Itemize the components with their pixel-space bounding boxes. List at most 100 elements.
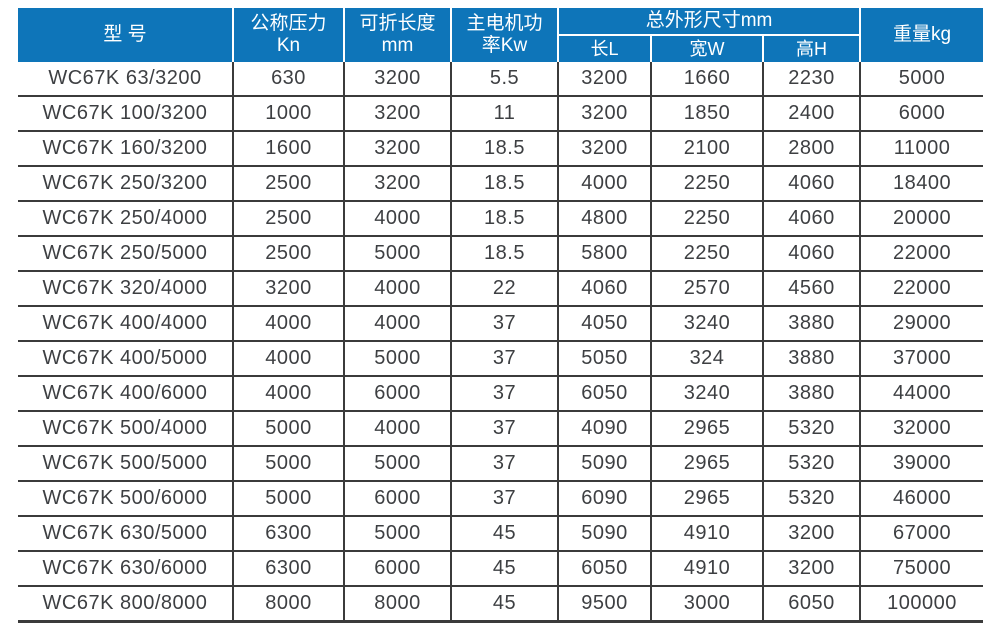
cell-pressure: 6300 bbox=[232, 550, 345, 587]
cell-fold-length: 3200 bbox=[343, 95, 452, 132]
cell-pressure: 8000 bbox=[232, 585, 345, 623]
cell-motor-power: 45 bbox=[450, 585, 559, 623]
cell-motor-power: 18.5 bbox=[450, 200, 559, 237]
cell-width: 2570 bbox=[650, 270, 764, 307]
cell-model: WC67K 500/5000 bbox=[18, 445, 234, 482]
cell-weight: 39000 bbox=[859, 445, 984, 482]
col-header-fold-length: 可折长度 mm bbox=[343, 8, 452, 62]
cell-weight: 18400 bbox=[859, 165, 984, 202]
cell-width: 2965 bbox=[650, 445, 764, 482]
cell-weight: 32000 bbox=[859, 410, 984, 447]
table-body: WC67K 63/3200 630 3200 5.5 3200 1660 2230 5000 W… bbox=[18, 62, 984, 623]
cell-width: 3240 bbox=[650, 305, 764, 342]
table-row: WC67K 800/8000 8000 8000 45 9500 3000 6050 1000… bbox=[18, 585, 984, 623]
table-row: WC67K 500/5000 5000 5000 37 5090 2965 5320 3900… bbox=[18, 445, 984, 482]
spec-table: 型 号 公称压力 Kn 可折长度 mm 主电机功 率Kw 总外形尺寸mm 重量k… bbox=[18, 8, 984, 623]
cell-fold-length: 3200 bbox=[343, 165, 452, 202]
table-row: WC67K 100/3200 1000 3200 11 3200 1850 2400 6000 bbox=[18, 95, 984, 132]
cell-height: 2400 bbox=[761, 95, 862, 132]
cell-fold-length: 5000 bbox=[343, 515, 452, 552]
cell-length: 5050 bbox=[557, 340, 652, 377]
cell-motor-power: 18.5 bbox=[450, 235, 559, 272]
cell-length: 4000 bbox=[557, 165, 652, 202]
cell-height: 3880 bbox=[761, 305, 862, 342]
cell-width: 2250 bbox=[650, 235, 764, 272]
cell-motor-power: 5.5 bbox=[450, 62, 559, 97]
cell-pressure: 5000 bbox=[232, 480, 345, 517]
cell-length: 9500 bbox=[557, 585, 652, 623]
cell-length: 5090 bbox=[557, 515, 652, 552]
cell-fold-length: 4000 bbox=[343, 270, 452, 307]
cell-height: 4060 bbox=[761, 200, 862, 237]
cell-length: 3200 bbox=[557, 130, 652, 167]
cell-pressure: 2500 bbox=[232, 235, 345, 272]
cell-height: 3200 bbox=[761, 515, 862, 552]
col-header-width: 宽W bbox=[650, 34, 764, 62]
cell-motor-power: 18.5 bbox=[450, 165, 559, 202]
cell-model: WC67K 160/3200 bbox=[18, 130, 234, 167]
cell-fold-length: 5000 bbox=[343, 340, 452, 377]
cell-width: 2100 bbox=[650, 130, 764, 167]
cell-fold-length: 4000 bbox=[343, 410, 452, 447]
cell-width: 2965 bbox=[650, 410, 764, 447]
cell-pressure: 4000 bbox=[232, 305, 345, 342]
cell-length: 5800 bbox=[557, 235, 652, 272]
col-header-dimensions-group: 总外形尺寸mm bbox=[556, 8, 862, 36]
cell-model: WC67K 500/6000 bbox=[18, 480, 234, 517]
cell-model: WC67K 630/6000 bbox=[18, 550, 234, 587]
cell-length: 6050 bbox=[557, 375, 652, 412]
table-row: WC67K 500/6000 5000 6000 37 6090 2965 5320 4600… bbox=[18, 480, 984, 517]
col-header-motor-power: 主电机功 率Kw bbox=[450, 8, 559, 62]
cell-weight: 29000 bbox=[859, 305, 984, 342]
cell-pressure: 4000 bbox=[232, 375, 345, 412]
cell-weight: 75000 bbox=[859, 550, 984, 587]
cell-height: 4060 bbox=[761, 165, 862, 202]
cell-pressure: 1600 bbox=[232, 130, 345, 167]
table-row: WC67K 630/5000 6300 5000 45 5090 4910 3200 6700… bbox=[18, 515, 984, 552]
table-row: WC67K 250/4000 2500 4000 18.5 4800 2250 4060 20… bbox=[18, 200, 984, 237]
cell-width: 3000 bbox=[650, 585, 764, 623]
cell-width: 2965 bbox=[650, 480, 764, 517]
cell-height: 5320 bbox=[761, 445, 862, 482]
table-row: WC67K 250/5000 2500 5000 18.5 5800 2250 4060 22… bbox=[18, 235, 984, 272]
cell-model: WC67K 250/5000 bbox=[18, 235, 234, 272]
cell-length: 5090 bbox=[557, 445, 652, 482]
cell-fold-length: 8000 bbox=[343, 585, 452, 623]
cell-height: 2800 bbox=[761, 130, 862, 167]
cell-pressure: 2500 bbox=[232, 200, 345, 237]
cell-height: 4060 bbox=[761, 235, 862, 272]
cell-weight: 44000 bbox=[859, 375, 984, 412]
cell-motor-power: 37 bbox=[450, 305, 559, 342]
cell-fold-length: 4000 bbox=[343, 305, 452, 342]
cell-width: 2250 bbox=[650, 200, 764, 237]
table-row: WC67K 400/5000 4000 5000 37 5050 324 3880 37000 bbox=[18, 340, 984, 377]
cell-height: 2230 bbox=[761, 62, 862, 97]
cell-weight: 37000 bbox=[859, 340, 984, 377]
cell-fold-length: 4000 bbox=[343, 200, 452, 237]
cell-width: 4910 bbox=[650, 550, 764, 587]
table-row: WC67K 400/6000 4000 6000 37 6050 3240 3880 4400… bbox=[18, 375, 984, 412]
cell-pressure: 4000 bbox=[232, 340, 345, 377]
cell-width: 2250 bbox=[650, 165, 764, 202]
cell-pressure: 2500 bbox=[232, 165, 345, 202]
cell-height: 3880 bbox=[761, 375, 862, 412]
cell-motor-power: 37 bbox=[450, 375, 559, 412]
cell-pressure: 5000 bbox=[232, 445, 345, 482]
cell-model: WC67K 320/4000 bbox=[18, 270, 234, 307]
cell-weight: 11000 bbox=[859, 130, 984, 167]
col-header-height: 高H bbox=[761, 34, 862, 62]
cell-motor-power: 18.5 bbox=[450, 130, 559, 167]
cell-height: 3200 bbox=[761, 550, 862, 587]
cell-motor-power: 37 bbox=[450, 410, 559, 447]
cell-pressure: 630 bbox=[232, 62, 345, 97]
cell-length: 6050 bbox=[557, 550, 652, 587]
cell-fold-length: 6000 bbox=[343, 550, 452, 587]
cell-length: 4090 bbox=[557, 410, 652, 447]
cell-motor-power: 45 bbox=[450, 515, 559, 552]
cell-model: WC67K 250/4000 bbox=[18, 200, 234, 237]
cell-width: 324 bbox=[650, 340, 764, 377]
col-header-weight: 重量kg bbox=[859, 8, 984, 62]
table-row: WC67K 500/4000 5000 4000 37 4090 2965 5320 3200… bbox=[18, 410, 984, 447]
cell-weight: 22000 bbox=[859, 270, 984, 307]
